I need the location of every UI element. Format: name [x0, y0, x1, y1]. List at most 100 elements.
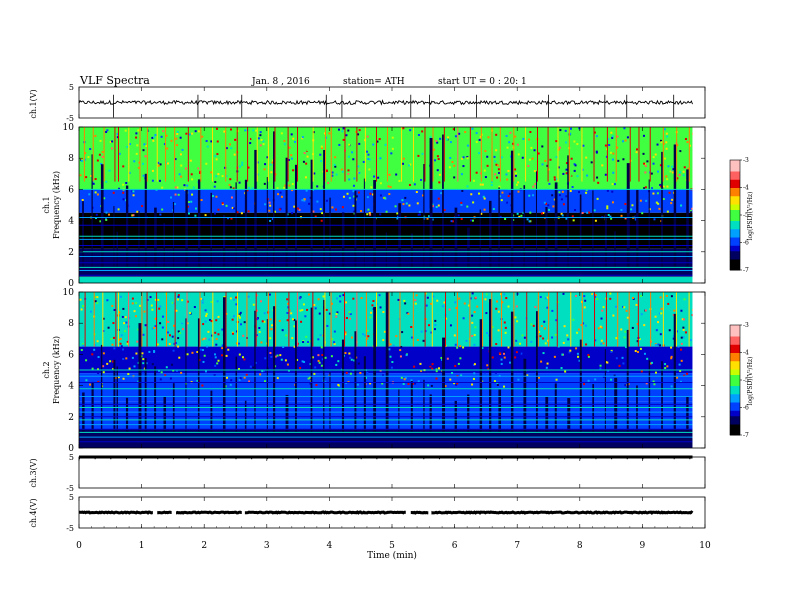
spectrogram-speckle — [264, 203, 267, 206]
spectrogram-speckle — [583, 295, 586, 298]
spectrogram-speckle — [228, 143, 231, 146]
spectrogram-speckle — [181, 320, 184, 323]
sferic-highlight — [688, 292, 690, 347]
spectrogram-speckle — [103, 197, 106, 200]
sferic-highlight — [312, 292, 314, 347]
colorbar-step — [730, 393, 740, 397]
spectrogram-speckle — [239, 323, 242, 326]
spectrogram-speckle — [337, 128, 340, 131]
spectrogram-speckle — [144, 324, 147, 327]
spectrogram-speckle — [173, 302, 176, 305]
spectrogram-speckle — [205, 313, 208, 316]
spectrogram-speckle — [616, 135, 619, 138]
spectrogram-band — [79, 276, 693, 283]
colorbar-step — [730, 421, 740, 425]
spectrogram-speckle — [499, 215, 502, 218]
spectrogram-speckle — [383, 196, 386, 199]
spectrogram-speckle — [210, 320, 213, 323]
spectrogram-speckle — [396, 212, 399, 215]
spectrogram-speckle — [561, 353, 564, 356]
spectrogram-speckle — [569, 349, 572, 352]
spectrogram-speckle — [584, 324, 587, 327]
spectrogram-speckle — [679, 150, 682, 153]
spectrogram-speckle — [594, 339, 597, 342]
spectrogram-speckle — [259, 334, 262, 337]
y-tick-label: -5 — [66, 114, 74, 123]
spectrogram-speckle — [142, 174, 145, 177]
spectrogram-speckle — [532, 324, 535, 327]
spectrogram-speckle — [224, 385, 227, 388]
colorbar-tick-label: -7 — [743, 432, 749, 439]
spectrogram-speckle — [203, 354, 206, 357]
spectrogram-speckle — [214, 364, 217, 367]
spectrogram-speckle — [317, 338, 320, 341]
y-tick-label: 10 — [63, 288, 75, 298]
spectrogram-speckle — [300, 320, 303, 323]
spectrogram-speckle — [83, 158, 86, 161]
waveform-gap — [171, 509, 177, 516]
spectrogram-speckle — [656, 192, 659, 195]
spectrogram-speckle — [355, 195, 358, 198]
spectrogram-speckle — [443, 301, 446, 304]
spectrogram-speckle — [225, 204, 228, 207]
spectrogram-speckle — [105, 180, 108, 183]
sferic-streak — [535, 171, 538, 268]
spectrogram-speckle — [557, 345, 560, 348]
spectrogram-speckle — [97, 356, 100, 359]
spectrogram-speckle — [466, 205, 469, 208]
spectrogram-speckle — [665, 147, 668, 150]
spectrogram-speckle — [346, 352, 349, 355]
spectrogram-speckle — [533, 200, 536, 203]
colorbar-step — [730, 261, 740, 265]
spectrogram-speckle — [391, 147, 394, 150]
spectrogram-speckle — [342, 294, 345, 297]
spectrogram-speckle — [624, 330, 627, 333]
spectrogram-speckle — [404, 302, 407, 305]
spectrogram-speckle — [570, 157, 573, 160]
spectrogram-speckle — [158, 179, 161, 182]
sferic-highlight — [246, 292, 248, 347]
spectrogram-speckle — [548, 208, 551, 211]
spectrogram-speckle — [615, 375, 618, 378]
date-label: Jan. 8 , 2016 — [251, 77, 310, 87]
spectrogram-speckle — [682, 174, 685, 177]
spectrogram-speckle — [175, 309, 178, 312]
spectrogram-speckle — [170, 196, 173, 199]
spectrogram-speckle — [85, 176, 88, 179]
spectrogram-speckle — [454, 135, 457, 138]
spectrogram-speckle — [470, 144, 473, 147]
sferic-streak — [163, 396, 167, 433]
spectrogram-speckle — [116, 133, 119, 136]
spectrogram-speckle — [569, 127, 572, 130]
spectrogram-speckle — [601, 309, 604, 312]
colorbar-step — [730, 165, 740, 169]
spectrogram-speckle — [119, 342, 122, 345]
spectrogram-speckle — [391, 170, 394, 173]
spectrogram-speckle — [474, 296, 477, 299]
spectrogram-speckle — [171, 363, 174, 366]
spectrogram-speckle — [96, 296, 99, 299]
spectrogram-speckle — [347, 155, 350, 158]
spectrogram-speckle — [506, 146, 509, 149]
spectrogram-speckle — [659, 164, 662, 167]
y-tick-label: 6 — [68, 350, 74, 360]
spectrogram-speckle — [682, 326, 685, 329]
spectrogram-speckle — [663, 157, 666, 160]
spectrogram-speckle — [249, 142, 252, 145]
spectrogram-speckle — [185, 144, 188, 147]
spectrogram-speckle — [301, 136, 304, 139]
spectrogram-speckle — [353, 195, 356, 198]
y-tick-label: 5 — [69, 83, 74, 92]
spectrogram-speckle — [134, 315, 137, 318]
spectrogram-speckle — [676, 144, 679, 147]
spectrogram-speckle — [377, 176, 380, 179]
y-tick-label: 5 — [69, 493, 74, 502]
spectrogram-speckle — [408, 164, 411, 167]
spectrogram-speckle — [189, 311, 192, 314]
spectrogram-speckle — [125, 181, 128, 184]
spectrogram-speckle — [431, 367, 434, 370]
spectrogram-speckle — [657, 343, 660, 346]
sferic-highlight — [513, 127, 515, 182]
spectrogram-speckle — [231, 361, 234, 364]
spectrogram-speckle — [331, 174, 334, 177]
